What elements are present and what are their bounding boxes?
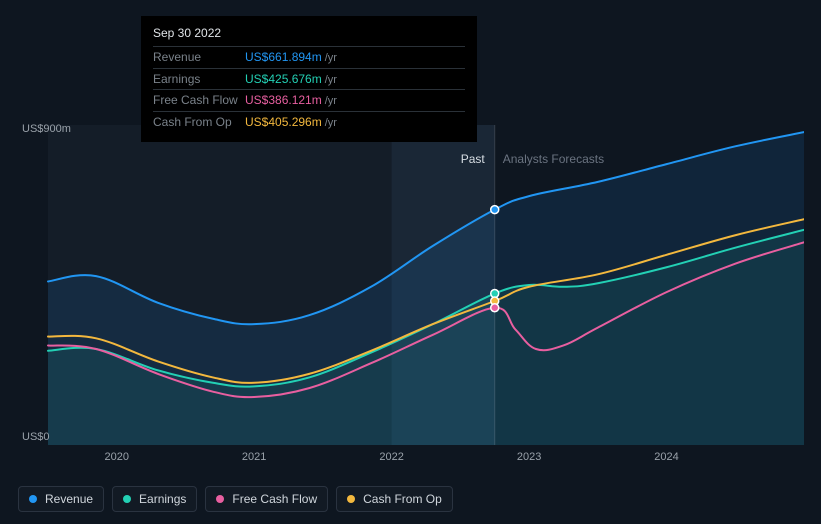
legend-item-earnings[interactable]: Earnings [112, 486, 197, 512]
tooltip-date: Sep 30 2022 [153, 24, 465, 46]
tooltip-unit: /yr [325, 115, 337, 132]
tooltip-value: US$386.121m [245, 91, 322, 109]
legend-label: Revenue [45, 492, 93, 506]
tooltip-value: US$661.894m [245, 48, 322, 66]
chart-tooltip: Sep 30 2022 Revenue US$661.894m /yr Earn… [141, 16, 477, 142]
tooltip-row-revenue: Revenue US$661.894m /yr [153, 46, 465, 68]
tooltip-label: Free Cash Flow [153, 91, 245, 109]
tooltip-unit: /yr [325, 50, 337, 67]
tooltip-row-fcf: Free Cash Flow US$386.121m /yr [153, 89, 465, 111]
tooltip-label: Cash From Op [153, 113, 245, 131]
x-axis-label-2021: 2021 [242, 451, 266, 463]
tooltip-row-cfo: Cash From Op US$405.296m /yr [153, 111, 465, 133]
legend-label: Free Cash Flow [232, 492, 317, 506]
tooltip-row-earnings: Earnings US$425.676m /yr [153, 68, 465, 90]
x-axis-label-2024: 2024 [654, 451, 678, 463]
legend-dot-icon [347, 495, 355, 503]
x-axis-label-2022: 2022 [379, 451, 403, 463]
tooltip-value: US$425.676m [245, 70, 322, 88]
legend-dot-icon [216, 495, 224, 503]
legend-dot-icon [29, 495, 37, 503]
tooltip-label: Revenue [153, 48, 245, 66]
legend-label: Cash From Op [363, 492, 442, 506]
legend-item-cfo[interactable]: Cash From Op [336, 486, 453, 512]
chart-svg [18, 125, 804, 445]
y-axis-label-max: US$900m [22, 123, 71, 135]
chart-plot-area[interactable] [18, 125, 804, 445]
y-axis-label-min: US$0 [22, 431, 50, 443]
tooltip-unit: /yr [325, 72, 337, 89]
region-label-past: Past [461, 152, 485, 166]
x-axis-label-2023: 2023 [517, 451, 541, 463]
legend-item-fcf[interactable]: Free Cash Flow [205, 486, 328, 512]
tooltip-value: US$405.296m [245, 113, 322, 131]
legend-item-revenue[interactable]: Revenue [18, 486, 104, 512]
tooltip-unit: /yr [325, 93, 337, 110]
chart-legend: Revenue Earnings Free Cash Flow Cash Fro… [18, 486, 453, 512]
region-label-forecast: Analysts Forecasts [503, 152, 604, 166]
x-axis-label-2020: 2020 [104, 451, 128, 463]
legend-dot-icon [123, 495, 131, 503]
tooltip-label: Earnings [153, 70, 245, 88]
legend-label: Earnings [139, 492, 186, 506]
